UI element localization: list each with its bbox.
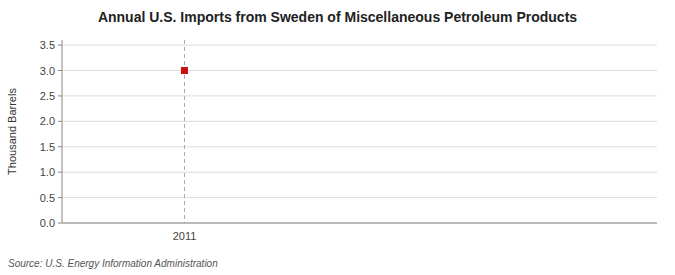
y-tick (58, 95, 62, 96)
x-tick-label: 2011 (173, 230, 197, 242)
y-tick-label: 3.0 (40, 65, 55, 77)
y-tick (58, 146, 62, 147)
y-tick (58, 45, 62, 46)
grid-line (62, 146, 657, 147)
y-tick (58, 70, 62, 71)
x-axis-line (62, 223, 657, 224)
point (181, 67, 188, 74)
y-axis: 0.0 0.5 1.0 1.5 2.0 2.5 3.0 3.5 (40, 39, 62, 229)
y-tick (58, 223, 62, 224)
chart-svg: Annual U.S. Imports from Sweden of Misce… (0, 0, 675, 275)
grid-line (62, 45, 657, 46)
grid-line (62, 223, 657, 224)
y-tick-label: 3.5 (40, 39, 55, 51)
y-tick-label: 2.0 (40, 115, 55, 127)
y-tick-label: 2.5 (40, 90, 55, 102)
grid-line (62, 121, 657, 122)
x-axis: 2011 (173, 40, 197, 242)
grid-line (62, 70, 657, 71)
y-axis-label: Thousand Barrels (6, 88, 18, 175)
y-tick (58, 197, 62, 198)
background (0, 0, 675, 275)
chart-container: Annual U.S. Imports from Sweden of Misce… (0, 0, 675, 275)
title: Annual U.S. Imports from Sweden of Misce… (98, 9, 577, 25)
y-tick-label: 0.0 (40, 217, 55, 229)
grid (62, 45, 657, 223)
grid-line (62, 95, 657, 96)
y-tick-label: 0.5 (40, 192, 55, 204)
grid-line (62, 197, 657, 198)
grid-line (62, 172, 657, 173)
source-note: Source: U.S. Energy Information Administ… (8, 258, 218, 269)
y-tick-label: 1.5 (40, 141, 55, 153)
y-tick-label: 1.0 (40, 166, 55, 178)
y-tick (58, 121, 62, 122)
y-axis-line (62, 40, 63, 223)
y-tick (58, 172, 62, 173)
points (181, 67, 188, 74)
